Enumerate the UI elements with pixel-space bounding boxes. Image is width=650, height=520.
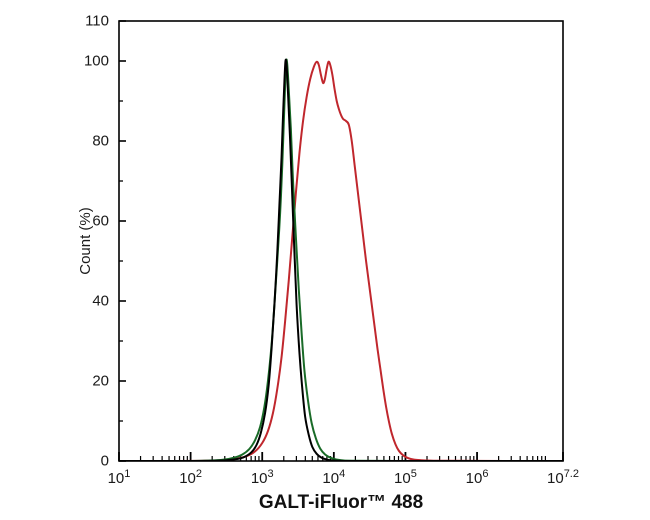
- y-tick-label: 40: [92, 293, 109, 310]
- x-tick-label: 101: [108, 468, 131, 487]
- curve-unstained-control: [119, 58, 563, 461]
- curve-galt-ifluor-488-stained: [119, 60, 563, 461]
- y-tick-label: 20: [92, 373, 109, 390]
- x-tick-label: 104: [322, 468, 345, 487]
- x-tick-label: 107.2: [547, 468, 579, 487]
- y-tick-label: 80: [92, 133, 109, 150]
- x-tick-label: 105: [394, 468, 417, 487]
- x-tick-label: 106: [466, 468, 489, 487]
- x-axis-ticks: 101 102 103 104 105 106 107.2: [108, 452, 579, 487]
- y-tick-label: 100: [84, 53, 109, 70]
- y-tick-label: 110: [85, 13, 109, 30]
- y-tick-label: 60: [92, 213, 109, 230]
- x-tick-label: 102: [179, 468, 202, 487]
- y-tick-label: 0: [101, 453, 109, 470]
- y-axis-title: Count (%): [77, 207, 94, 275]
- x-tick-label: 103: [251, 468, 274, 487]
- histogram-curves: [119, 58, 563, 461]
- y-axis-ticks: 0 20 40 60 80 100 110: [84, 13, 126, 470]
- x-axis-title: GALT-iFluor™ 488: [259, 492, 423, 513]
